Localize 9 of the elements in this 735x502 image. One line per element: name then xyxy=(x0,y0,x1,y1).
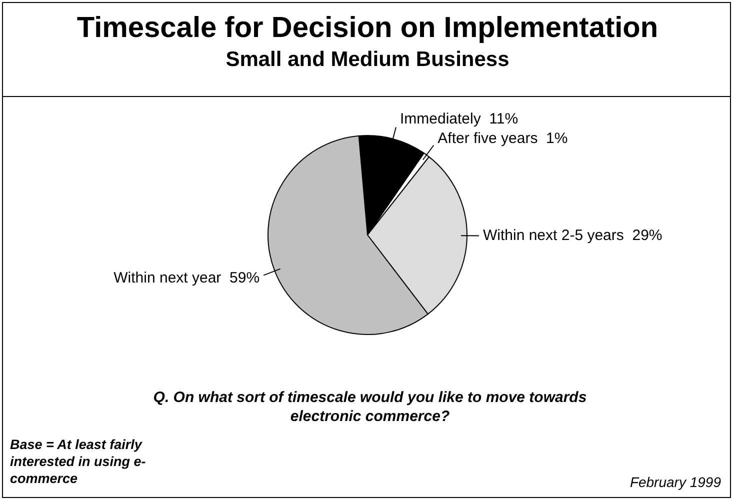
slice-label: Within next year 59% xyxy=(114,269,260,286)
text: February 1999 xyxy=(630,474,721,490)
chart-title: Timescale for Decision on Implementation xyxy=(76,12,660,45)
slice-label: After five years 1% xyxy=(438,130,568,147)
chart-subtitle: Small and Medium Business xyxy=(224,48,510,72)
slice-label: Immediately 11% xyxy=(400,110,518,128)
text: Base = At least fairly interested in using e-commerce xyxy=(10,436,147,487)
text: Q. On what sort of timescale would you like to move towards electronic commerce? xyxy=(152,388,588,426)
slice-label: Within next 2-5 years 29% xyxy=(482,226,662,244)
